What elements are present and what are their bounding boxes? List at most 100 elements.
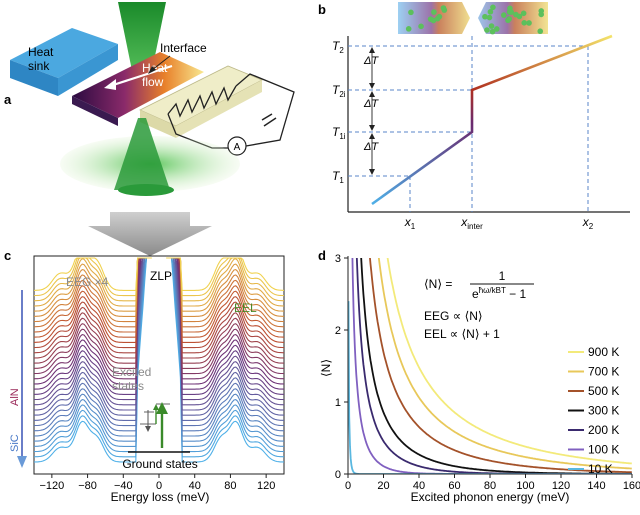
legend-label: 200 K (588, 423, 619, 437)
d-x-tick-label: 160 (623, 480, 640, 492)
curve-500-K (369, 258, 632, 474)
d-x-tick-label: 80 (484, 480, 496, 492)
phonon-dot (427, 16, 434, 22)
b-x-ticks: x1 xinter x2 (404, 215, 594, 231)
ammeter-icon (227, 136, 247, 156)
phonon-dots (405, 4, 545, 35)
panel-label-c: c (4, 248, 11, 263)
ground-states-label: Ground states (122, 457, 197, 471)
d-y-tick-label: 2 (335, 325, 341, 337)
d-x-tick-label: 0 (345, 480, 351, 492)
d-y-axis-label: ⟨N⟩ (319, 359, 333, 377)
b-y-tick-label: T1i (332, 125, 346, 141)
b-x-tick-label: x1 (404, 215, 416, 231)
excited-label-line1: Excited (112, 365, 151, 379)
c-x-tick-label: 120 (257, 480, 275, 492)
excited-label-line2: states (112, 379, 144, 393)
b-delta-markers: ΔT ΔT ΔT (363, 47, 379, 175)
d-x-tick-label: 120 (552, 480, 570, 492)
panel-label-d: d (318, 248, 326, 263)
beam-cone-top (118, 2, 166, 100)
eel-label: EEL (234, 301, 257, 315)
eeg-relation: EEG ∝ ⟨N⟩ (424, 309, 483, 323)
b-y-tick-label: T2i (332, 83, 346, 99)
c-x-tick-label: −120 (39, 480, 64, 492)
eel-relation: EEL ∝ ⟨N⟩ + 1 (424, 327, 500, 341)
c-x-ticks: −120 −80 −40 0 40 80 120 (39, 474, 275, 492)
panel-d: d 0 20 40 60 80 100 120 140 160 0 1 2 3 Excited phon… (318, 248, 640, 504)
c-x-tick-label: −80 (78, 480, 97, 492)
b-y-tick-label: T1 (332, 169, 344, 185)
heat-flow-label-line2: flow (142, 75, 164, 89)
delta-t-label: ΔT (363, 55, 379, 67)
heat-sink-label-line2: sink (28, 59, 50, 73)
temperature-profile (371, 34, 613, 206)
sic-label: SiC (9, 434, 21, 452)
d-y-tick-label: 0 (335, 469, 341, 481)
interface-label: Interface (160, 41, 207, 55)
panel-label-b: b (318, 2, 326, 17)
curve-700-K (377, 258, 632, 470)
phonon-dot (516, 13, 523, 20)
d-x-tick-label: 140 (587, 480, 605, 492)
phonon-dot (520, 10, 527, 17)
c-x-tick-label: 80 (224, 480, 236, 492)
c-x-tick-label: 40 (189, 480, 201, 492)
phonon-dot (537, 28, 544, 35)
c-x-tick-label: −40 (114, 480, 133, 492)
b-y-ticks: T2 T2i T1i T1 (332, 39, 346, 185)
phonon-dot (484, 27, 490, 33)
d-x-tick-label: 40 (413, 480, 425, 492)
phonon-dot (486, 14, 493, 21)
gray-down-arrow (88, 212, 212, 256)
svg-text:eħω/kBT − 1: eħω/kBT − 1 (472, 286, 527, 301)
panel-b: b T2 T2i T1i T1 ΔT ΔT ΔT x1 xinter x2 (318, 2, 630, 231)
svg-text:1: 1 (499, 269, 506, 283)
d-x-tick-label: 60 (448, 480, 460, 492)
phonon-dot (487, 9, 494, 15)
d-y-tick-label: 1 (335, 397, 341, 409)
eeg-label: EEG ×4 (66, 275, 109, 289)
delta-t-label: ΔT (363, 98, 379, 110)
resistor-zigzag (167, 85, 237, 118)
phonon-dot (506, 16, 512, 22)
curve-100-K (351, 258, 632, 474)
phonon-dot (507, 5, 513, 12)
c-x-axis-label: Energy loss (meV) (111, 490, 210, 504)
phonon-dot (408, 9, 414, 16)
svg-text:⟨N⟩ =: ⟨N⟩ = (424, 277, 452, 291)
phonon-dot (493, 26, 500, 32)
interface-pointer (151, 55, 171, 71)
level-diagram (128, 402, 190, 453)
panel-a: a Heat sink A Heat flow Interface (4, 2, 295, 256)
legend-label: 500 K (588, 384, 619, 398)
phonon-dot (490, 4, 496, 11)
d-legend: 900 K 700 K 500 K 300 K 200 K 100 K 10 K (568, 345, 619, 476)
phonon-dot (482, 13, 488, 20)
heat-sink-block (10, 28, 118, 78)
zlp-label: ZLP (150, 269, 172, 283)
inset-molecules (398, 2, 548, 35)
d-y-tick-label: 3 (335, 253, 341, 265)
bose-einstein-equation: ⟨N⟩ = 1 eħω/kBT − 1 (424, 269, 534, 301)
phonon-dot (538, 11, 545, 18)
legend-label: 300 K (588, 404, 619, 418)
legend-label: 10 K (588, 462, 613, 476)
delta-t-label: ΔT (363, 141, 379, 153)
c-x-tick-label: 0 (156, 480, 162, 492)
phonon-dot (488, 23, 495, 29)
phonon-dot (521, 20, 528, 26)
phonon-dot (434, 15, 441, 22)
aln-label: AlN (9, 388, 21, 406)
beam-cone-bottom (114, 118, 170, 190)
heat-sink-label-line1: Heat (28, 45, 54, 59)
phonon-dot (431, 9, 437, 15)
d-ticks: 0 20 40 60 80 100 120 140 160 0 1 2 3 (335, 253, 640, 492)
phonon-dot (489, 28, 496, 35)
d-x-axis-label: Excited phonon energy (meV) (411, 490, 570, 504)
d-x-tick-label: 100 (516, 480, 534, 492)
phonon-dot (526, 20, 532, 26)
b-y-tick-label: T2 (332, 39, 344, 55)
phonon-dot (501, 12, 507, 18)
